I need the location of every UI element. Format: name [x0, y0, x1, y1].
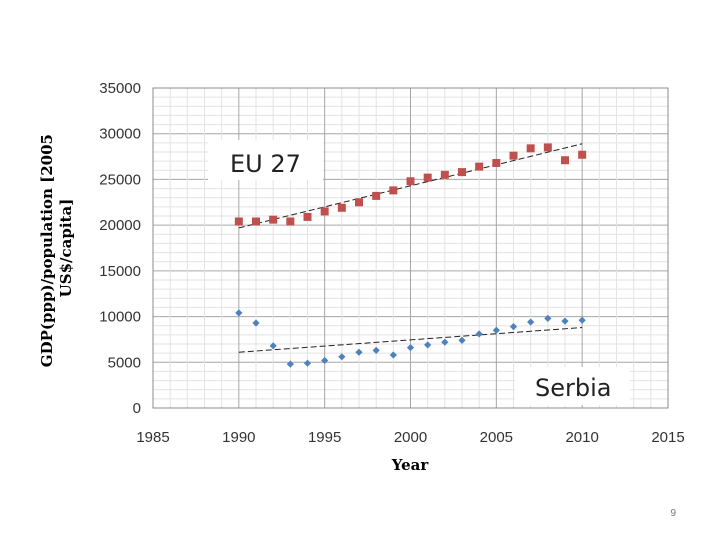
data-points: [234, 143, 587, 368]
serbia-point: [458, 336, 466, 344]
eu-27-point: [269, 215, 278, 224]
serbia-point: [509, 323, 518, 331]
serbia-point: [561, 317, 569, 325]
y-axis-title: GDP(ppp)/population [2005 US$/capita]: [38, 129, 75, 367]
eu-27-point: [578, 150, 587, 159]
serbia-point: [372, 346, 380, 354]
y-tick-label: 10000: [99, 309, 141, 326]
eu-27-point: [406, 177, 415, 186]
eu-27-point: [286, 217, 295, 226]
serbia-point: [303, 359, 312, 367]
x-tick-label: 2010: [565, 429, 598, 446]
y-axis-title-line-1: GDP(ppp)/population [2005: [38, 134, 56, 367]
y-axis-title-line-2: US$/capita]: [57, 199, 75, 298]
eu-27-point: [526, 144, 535, 153]
serbia-point: [355, 348, 363, 356]
eu27-callout: EU 27: [208, 140, 323, 180]
eu-27-point: [320, 207, 329, 216]
serbia-callout: Serbia: [515, 367, 630, 405]
serbia-trendline: [238, 327, 583, 353]
eu-27-point: [475, 162, 484, 171]
serbia-point: [338, 353, 346, 361]
eu-27-point: [492, 158, 501, 167]
serbia-point: [544, 314, 552, 322]
eu27-callout-label: EU 27: [230, 150, 301, 178]
y-tick-label: 5000: [108, 354, 141, 371]
y-tick-labels: 0 5000 10000 15000 20000 25000 30000 35000: [99, 80, 141, 417]
serbia-point: [235, 309, 243, 317]
x-tick-label: 2000: [394, 429, 427, 446]
gridlines: [152, 87, 669, 409]
serbia-point: [269, 342, 277, 350]
eu-27-point: [543, 143, 552, 152]
x-tick-label: 2015: [651, 429, 684, 446]
eu-27-point: [355, 198, 363, 207]
eu-27-point: [337, 203, 346, 212]
y-tick-label: 15000: [99, 263, 141, 280]
eu-27-point: [509, 151, 518, 160]
y-tick-label: 20000: [99, 217, 141, 234]
serbia-point: [424, 341, 432, 349]
y-tick-label: 25000: [99, 171, 141, 188]
eu-27-point: [252, 217, 260, 226]
x-tick-labels: 1985 1990 1995 2000 2005 2010 2015: [136, 429, 684, 446]
serbia-point: [441, 338, 449, 346]
x-tick-label: 1995: [308, 429, 341, 446]
eu-27-point: [234, 217, 243, 226]
eu-27-point: [423, 173, 432, 182]
y-tick-label: 30000: [99, 126, 141, 143]
eu-27-point: [440, 170, 449, 179]
serbia-point: [286, 360, 294, 368]
y-tick-label: 0: [133, 400, 141, 417]
serbia-point: [321, 356, 329, 365]
eu-27-point: [372, 191, 381, 200]
serbia-callout-label: Serbia: [535, 374, 611, 402]
serbia-callout-box: [515, 367, 630, 405]
eu-27-trendline: [238, 143, 583, 229]
serbia-point: [527, 318, 535, 326]
y-tick-label: 35000: [99, 80, 141, 97]
eu27-callout-box: [208, 140, 323, 180]
serbia-point: [492, 326, 500, 334]
x-tick-label: 2005: [480, 429, 513, 446]
page-number: 9: [670, 508, 676, 519]
x-tick-label: 1990: [222, 429, 255, 446]
eu-27-point: [303, 212, 312, 221]
plot-area-border: [152, 87, 669, 409]
eu-27-point: [389, 186, 398, 195]
serbia-point: [252, 319, 260, 327]
serbia-point: [475, 330, 483, 338]
eu-27-point: [458, 168, 466, 177]
serbia-point: [578, 316, 586, 324]
x-tick-label: 1985: [136, 429, 169, 446]
eu-27-point: [561, 156, 569, 165]
serbia-point: [389, 351, 397, 359]
x-axis-title: Year: [391, 456, 430, 474]
serbia-point: [406, 344, 415, 352]
trendlines: [238, 143, 583, 353]
